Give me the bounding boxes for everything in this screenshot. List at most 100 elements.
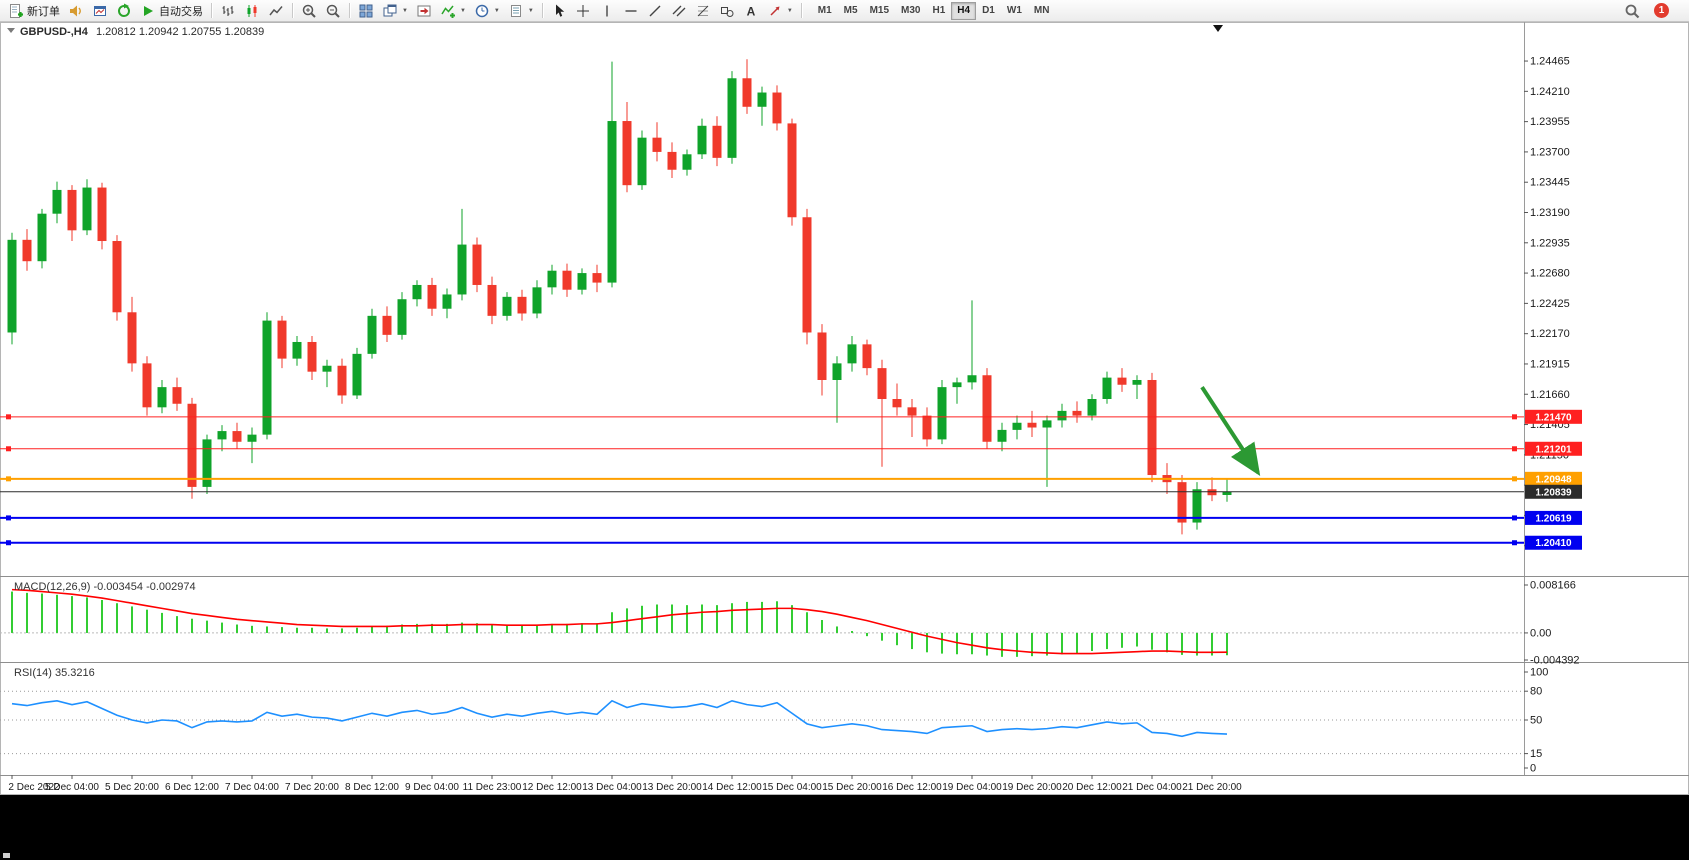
cursor-button[interactable] [547, 1, 571, 20]
toolbar-separator [292, 3, 293, 18]
svg-text:1.22935: 1.22935 [1530, 237, 1570, 249]
chevron-down-icon: ▼ [527, 7, 534, 14]
crosshair-icon [576, 4, 589, 17]
refresh-icon [118, 3, 130, 17]
text-button[interactable]: A [739, 1, 763, 20]
svg-text:80: 80 [1530, 686, 1542, 698]
macd-label: MACD(12,26,9) -0.003454 -0.002974 [14, 581, 196, 593]
svg-text:15 Dec 20:00: 15 Dec 20:00 [822, 782, 882, 793]
svg-text:100: 100 [1530, 667, 1548, 679]
refresh-button[interactable] [112, 1, 136, 20]
zoom-in-icon [302, 4, 316, 18]
sound-button[interactable] [64, 1, 88, 20]
svg-text:6 Dec 12:00: 6 Dec 12:00 [165, 782, 219, 793]
vertical-line-icon [606, 5, 608, 16]
period-clock-icon [475, 4, 489, 17]
svg-text:0: 0 [1530, 763, 1536, 775]
svg-text:2 Dec 2022: 2 Dec 2022 [8, 782, 60, 793]
timeframe-button-h4[interactable]: H4 [951, 1, 977, 20]
svg-text:8 Dec 12:00: 8 Dec 12:00 [345, 782, 399, 793]
timeframe-button-m5[interactable]: M5 [843, 5, 858, 16]
svg-text:11 Dec 23:00: 11 Dec 23:00 [463, 782, 522, 793]
svg-text:19 Dec 20:00: 19 Dec 20:00 [1002, 782, 1062, 793]
candlestick-icon [247, 4, 257, 17]
chart-shift-button[interactable] [412, 1, 436, 20]
cursor-icon [555, 4, 565, 17]
svg-text:7 Dec 04:00: 7 Dec 04:00 [225, 782, 279, 793]
timeframe-button-m15[interactable]: M15 [869, 5, 890, 16]
price-chart[interactable]: 1.24465 1.24210 1.23955 1.23700 1.23445 1.231… [0, 22, 1689, 795]
chart-window[interactable]: 1.24465 1.24210 1.23955 1.23700 1.23445 1.231… [0, 22, 1689, 795]
new-chart-button[interactable] [88, 1, 112, 20]
arrange-windows-button[interactable]: ▼ [378, 1, 412, 20]
horizontal-line-button[interactable] [619, 1, 643, 20]
bottom-black-bar [0, 795, 1689, 860]
zoom-in-button[interactable] [297, 1, 321, 20]
autotrading-icon [144, 5, 153, 16]
svg-text:1.22425: 1.22425 [1530, 298, 1570, 310]
svg-text:0.00: 0.00 [1530, 627, 1551, 639]
channel-button[interactable] [667, 1, 691, 20]
chart-overlay-labels: GBPUSD-,H4 1.20812 1.20942 1.20755 1.208… [7, 26, 264, 679]
channel-icon [672, 5, 686, 16]
zoom-out-button[interactable] [321, 1, 345, 20]
timeframe-group: M1 M5 M15 M30 H1 H4 D1 W1 MN [812, 1, 1056, 20]
chevron-down-icon: ▼ [786, 7, 793, 14]
svg-text:14 Dec 12:00: 14 Dec 12:00 [702, 782, 762, 793]
sound-icon [70, 5, 81, 16]
notification-badge[interactable]: 1 [1654, 3, 1669, 18]
line-chart-button[interactable] [264, 1, 288, 20]
toolbar-separator [541, 3, 543, 18]
svg-text:15 Dec 04:00: 15 Dec 04:00 [762, 782, 822, 793]
chevron-down-icon: ▼ [402, 7, 408, 14]
tile-windows-button[interactable] [354, 1, 378, 20]
svg-text:1.22170: 1.22170 [1530, 328, 1570, 340]
arrow-tools-button[interactable]: ▼ [763, 1, 797, 20]
svg-text:16 Dec 12:00: 16 Dec 12:00 [882, 782, 942, 793]
svg-text:5 Dec 04:00: 5 Dec 04:00 [45, 782, 99, 793]
horizontal-line-icon [625, 9, 637, 12]
trendline-icon [649, 5, 661, 16]
svg-text:1.24210: 1.24210 [1530, 86, 1570, 98]
svg-text:13 Dec 04:00: 13 Dec 04:00 [582, 782, 642, 793]
period-button[interactable]: ▼ [470, 1, 504, 20]
price-shift-marker[interactable] [1213, 25, 1223, 32]
svg-text:7 Dec 20:00: 7 Dec 20:00 [285, 782, 339, 793]
new-order-label: 新订单 [27, 5, 60, 18]
svg-text:13 Dec 20:00: 13 Dec 20:00 [642, 782, 702, 793]
timeframe-button-mn[interactable]: MN [1033, 5, 1050, 16]
timeframe-button-w1[interactable]: W1 [1006, 5, 1022, 16]
toolbar-separator [349, 3, 350, 18]
timeframe-button-m1[interactable]: M1 [817, 5, 832, 16]
templates-button[interactable]: ▼ [504, 1, 538, 20]
indicators-icon [441, 5, 455, 18]
arrow-annotation[interactable] [1200, 386, 1261, 476]
bar-chart-button[interactable] [216, 1, 240, 20]
autotrading-button[interactable]: 自动交易 [136, 1, 207, 20]
fibonacci-button[interactable] [691, 1, 715, 20]
candlestick-chart-button[interactable] [240, 1, 264, 20]
horizontal-lines-layer[interactable]: 1.21470 1.21201 1.20948 1.20839 1.20619 1.204… [0, 409, 1582, 550]
timeframe-button-m30[interactable]: M30 [901, 5, 921, 16]
new-order-button[interactable]: 新订单 [4, 1, 64, 20]
vertical-line-button[interactable] [595, 1, 619, 20]
svg-text:0.008166: 0.008166 [1530, 580, 1576, 592]
svg-text:1.20839: 1.20839 [1535, 487, 1572, 498]
collapse-triangle-icon[interactable] [7, 28, 15, 33]
svg-text:1.20619: 1.20619 [1535, 513, 1572, 524]
crosshair-button[interactable] [571, 1, 595, 20]
indicators-button[interactable]: ▼ [436, 1, 470, 20]
chevron-down-icon: ▼ [459, 7, 466, 14]
timeframe-button-d1[interactable]: D1 [982, 5, 995, 16]
search-icon[interactable] [1624, 3, 1640, 19]
shapes-button[interactable] [715, 1, 739, 20]
chart-ohlc-values: 1.20812 1.20942 1.20755 1.20839 [96, 26, 264, 38]
svg-text:1.21201: 1.21201 [1535, 444, 1572, 455]
timeframe-button-h1[interactable]: H1 [932, 5, 946, 16]
arrange-windows-icon [383, 4, 397, 16]
toolbar-separator [800, 3, 802, 18]
trendline-button[interactable] [643, 1, 667, 20]
fibonacci-icon [697, 5, 709, 16]
macd-panel: 0.008166 0.00 -0.004392 [0, 580, 1580, 667]
